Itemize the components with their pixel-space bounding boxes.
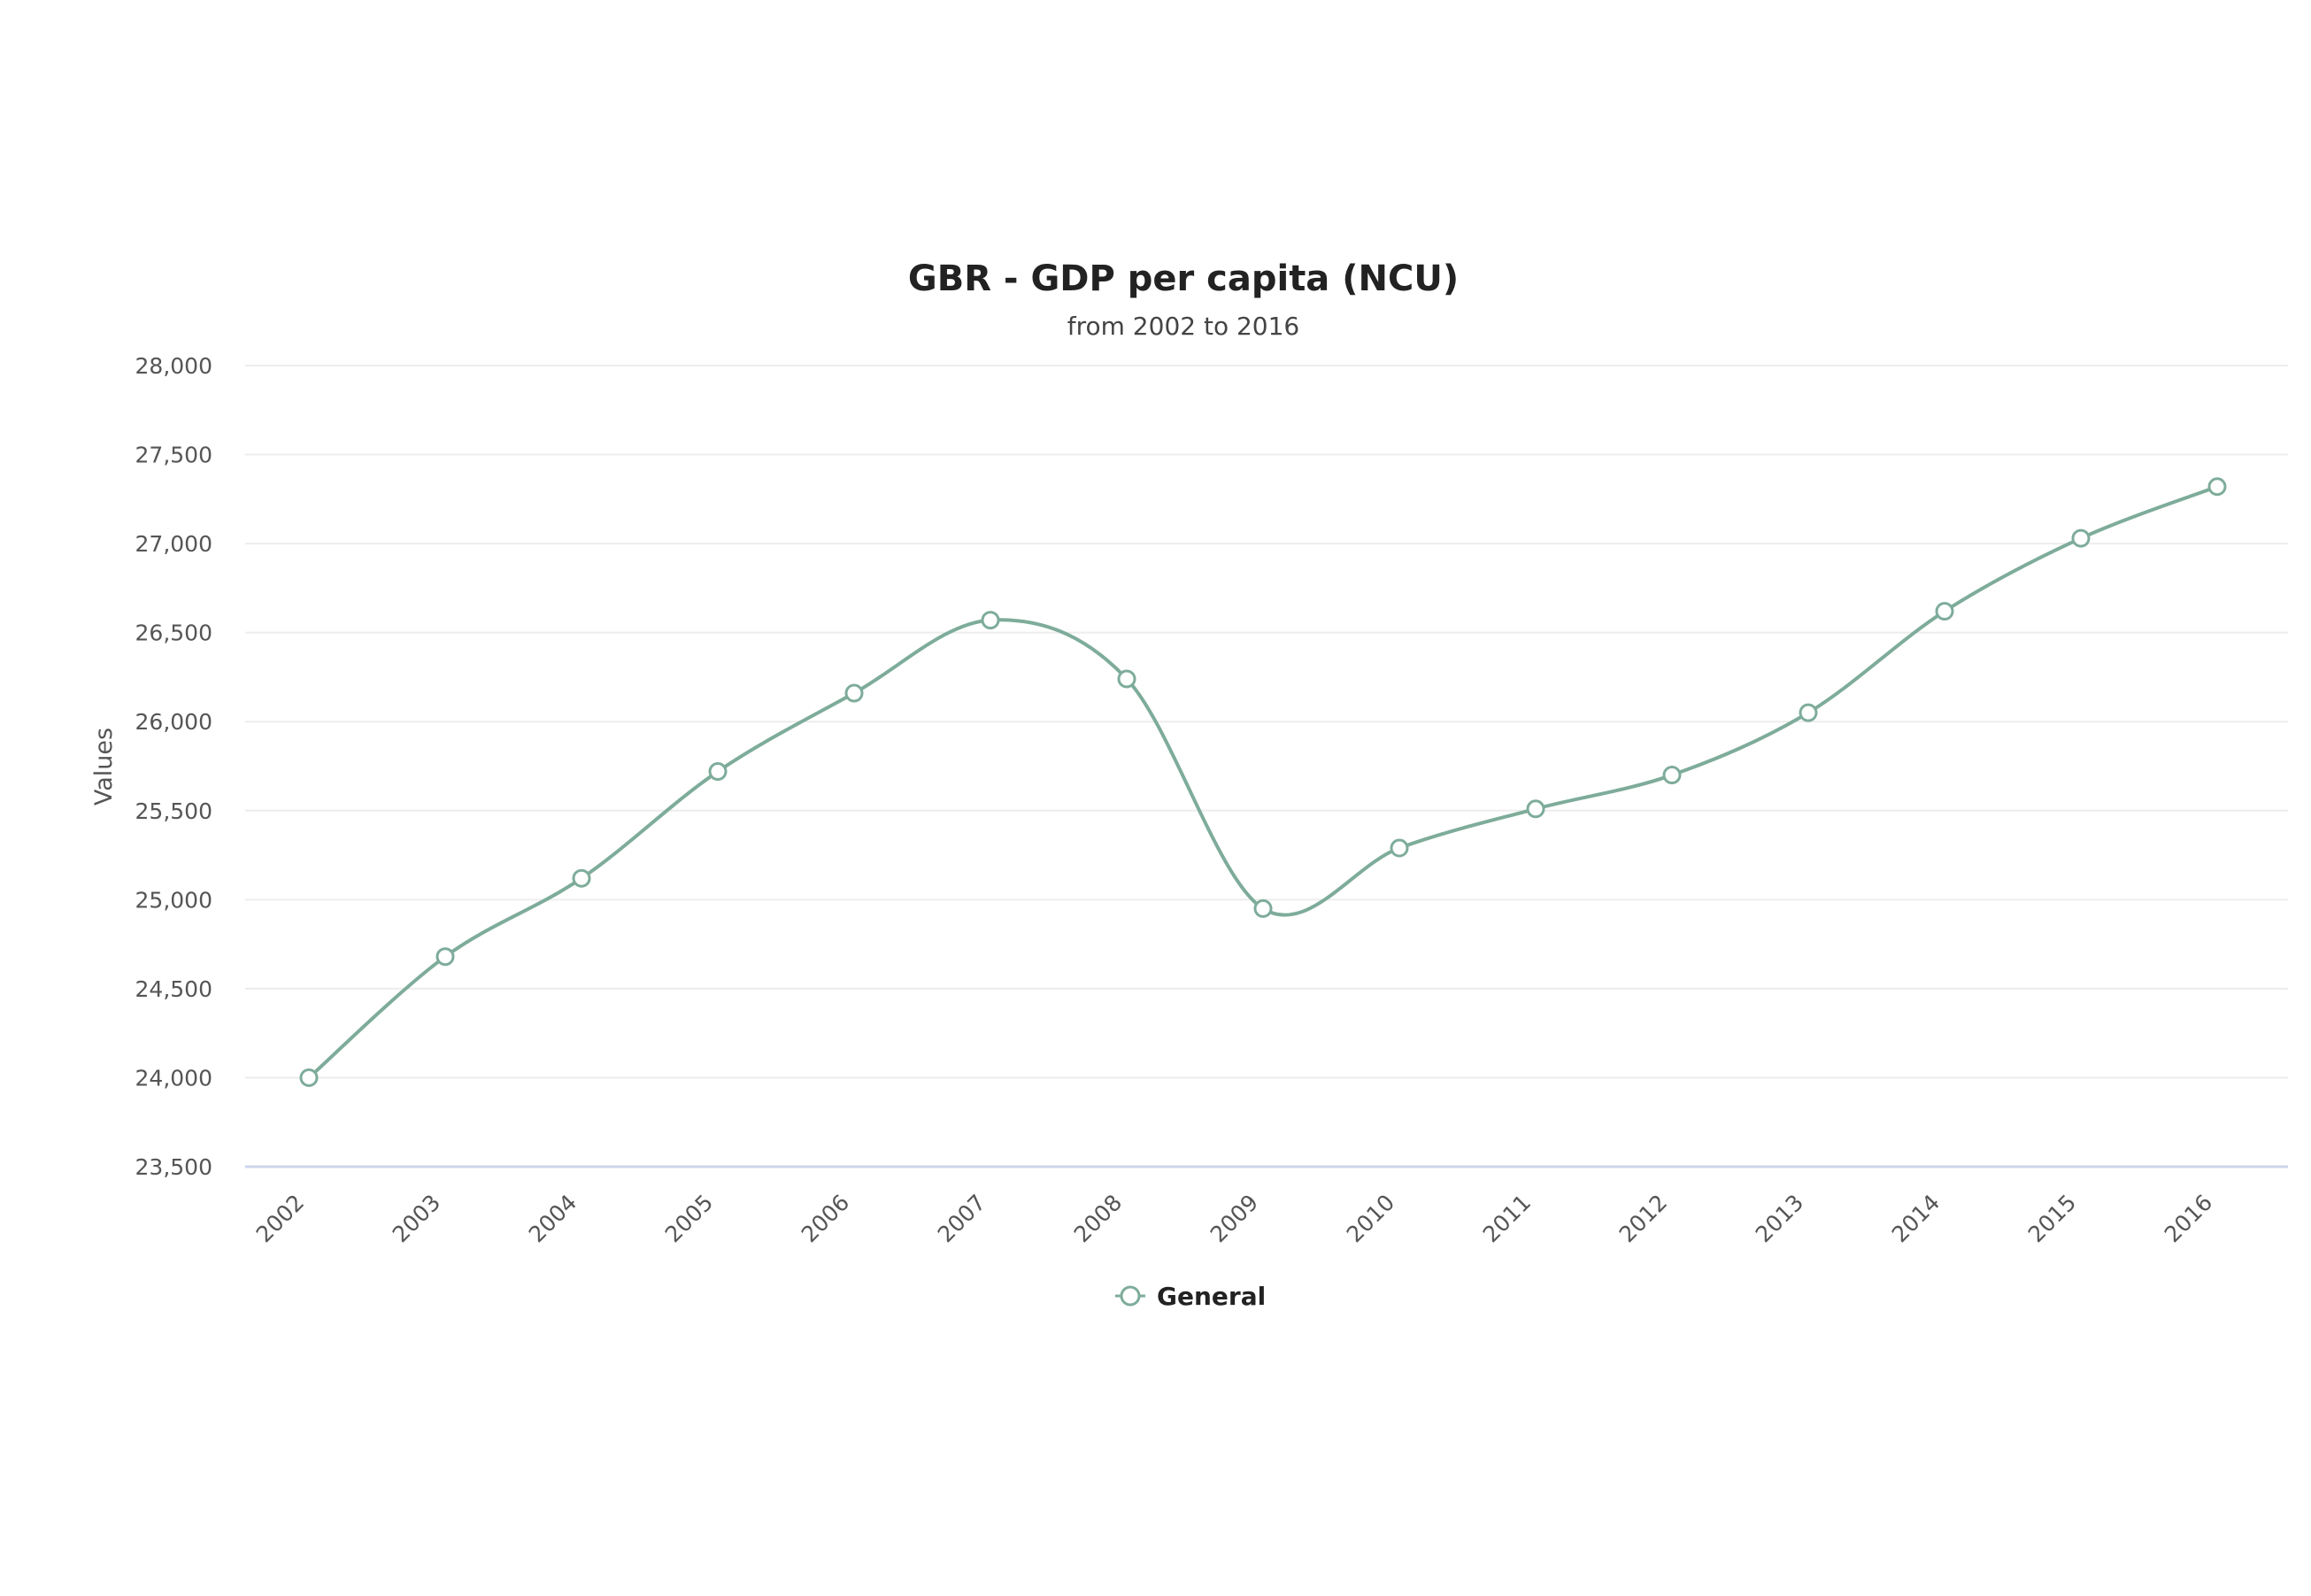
data-point[interactable] [1117, 669, 1136, 689]
series-line [307, 484, 2219, 1080]
x-tick-label: 2009 [1206, 1190, 1263, 1247]
data-point[interactable] [1799, 703, 1818, 722]
legend-marker-icon [1120, 1285, 1141, 1307]
y-tick-label: 24,000 [135, 1065, 212, 1091]
legend-label-general: General [1157, 1282, 1266, 1311]
y-tick-label: 26,500 [135, 621, 212, 646]
x-tick-label: 2006 [797, 1190, 854, 1247]
x-tick-label: 2003 [388, 1190, 445, 1247]
data-point[interactable] [1935, 602, 1954, 621]
x-tick-label: 2015 [2023, 1190, 2081, 1247]
x-tick-label: 2007 [933, 1190, 990, 1247]
data-point[interactable] [1390, 838, 1409, 858]
y-tick-label: 23,500 [135, 1154, 212, 1180]
x-tick-label: 2005 [660, 1190, 718, 1247]
data-point[interactable] [299, 1068, 319, 1087]
y-tick-label: 26,000 [135, 709, 212, 735]
series-general [299, 477, 2227, 1087]
x-tick-label: 2016 [2160, 1190, 2217, 1247]
data-point[interactable] [435, 947, 455, 967]
gridlines [245, 365, 2288, 1168]
data-point[interactable] [981, 611, 1000, 630]
y-tick-label: 28,000 [135, 353, 212, 379]
y-tick-label: 24,500 [135, 976, 212, 1002]
y-tick-label: 25,500 [135, 798, 212, 824]
data-point[interactable] [708, 762, 728, 782]
chart-subtitle: from 2002 to 2016 [1067, 312, 1300, 341]
y-axis-label: Values [90, 728, 118, 806]
x-tick-label: 2013 [1751, 1190, 1808, 1247]
data-point[interactable] [1526, 799, 1545, 819]
data-point[interactable] [1253, 898, 1273, 918]
data-point[interactable] [844, 683, 864, 703]
x-tick-label: 2012 [1614, 1190, 1672, 1247]
y-tick-label: 25,000 [135, 887, 212, 913]
y-axis-ticks: 23,500 24,000 24,500 25,000 25,500 26,000 26,5… [135, 353, 212, 1180]
x-axis-ticks: 2002 2003 2004 2005 2006 2007 2008 2009 2010 2011… [251, 1190, 2217, 1247]
legend[interactable]: General [1115, 1282, 1266, 1311]
y-tick-label: 27,500 [135, 443, 212, 468]
y-tick-label: 27,000 [135, 531, 212, 557]
data-point[interactable] [2207, 477, 2227, 497]
x-tick-label: 2008 [1069, 1190, 1127, 1247]
data-point[interactable] [572, 868, 591, 888]
x-tick-label: 2004 [524, 1190, 582, 1247]
data-point[interactable] [1662, 766, 1682, 785]
chart-title: GBR - GDP per capita (NCU) [908, 258, 1459, 299]
x-tick-label: 2011 [1478, 1190, 1536, 1247]
x-tick-label: 2010 [1342, 1190, 1399, 1247]
data-point[interactable] [2071, 528, 2091, 548]
x-tick-label: 2002 [251, 1190, 309, 1247]
x-tick-label: 2014 [1887, 1190, 1945, 1247]
